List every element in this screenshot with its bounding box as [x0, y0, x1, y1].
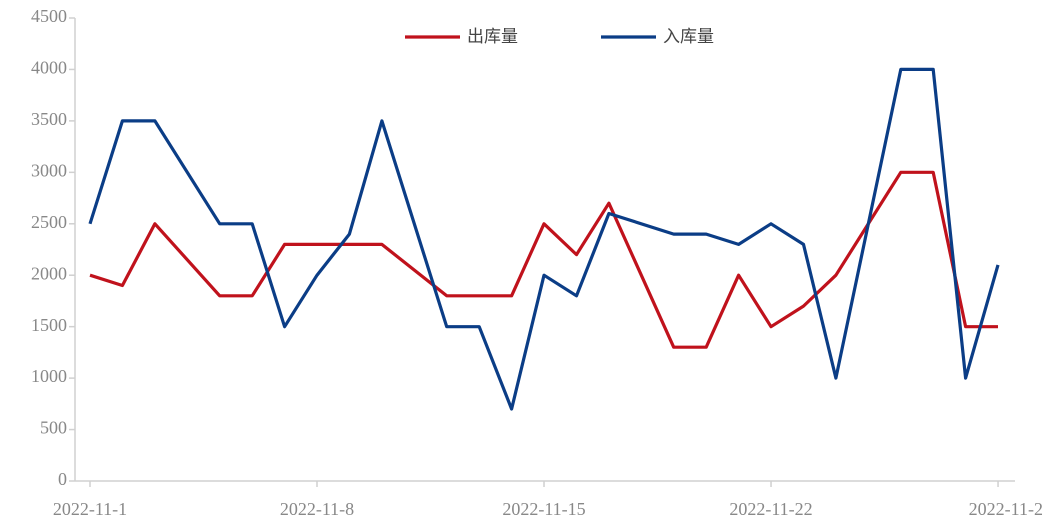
y-tick-label: 1500: [31, 315, 67, 335]
legend: 出库量 入库量: [405, 27, 714, 47]
x-tick-label: 2022-11-2: [969, 499, 1043, 519]
series-line: [88, 67, 1000, 411]
legend-label: 出库量: [467, 27, 518, 47]
y-tick-label: 500: [40, 418, 67, 438]
x-tick-label: 2022-11-22: [729, 499, 812, 519]
x-tick-label: 2022-11-1: [53, 499, 127, 519]
series-line: [89, 170, 998, 349]
x-tick-label: 2022-11-8: [280, 499, 354, 519]
y-tick-label: 3500: [31, 109, 67, 129]
y-tick-label: 2500: [31, 212, 67, 232]
x-tick-label: 2022-11-15: [502, 499, 585, 519]
y-tick-label: 2000: [31, 263, 67, 283]
y-tick-label: 4500: [31, 6, 67, 26]
y-tick-label: 0: [58, 469, 67, 489]
y-tick-label: 1000: [31, 366, 67, 386]
legend-label: 入库量: [663, 27, 714, 47]
y-tick-label: 4000: [31, 58, 67, 78]
y-tick-label: 3000: [31, 160, 67, 180]
